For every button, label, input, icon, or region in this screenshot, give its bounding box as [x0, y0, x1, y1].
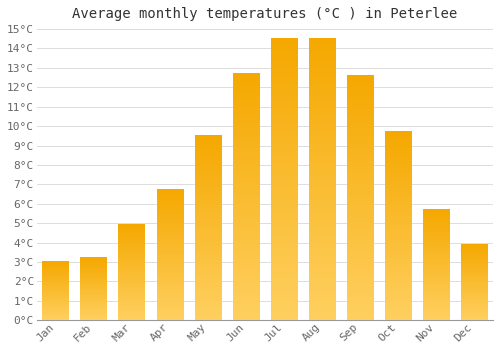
Title: Average monthly temperatures (°C ) in Peterlee: Average monthly temperatures (°C ) in Pe… — [72, 7, 458, 21]
